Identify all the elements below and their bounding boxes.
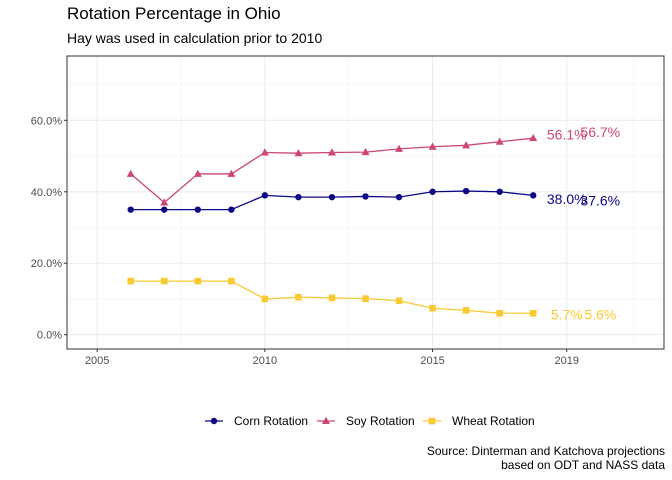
soy-point	[428, 142, 437, 150]
corn-point	[529, 192, 537, 199]
legend-key-marker-corn	[210, 417, 218, 425]
legend-item-soy: Soy Rotation	[317, 414, 415, 428]
legend-item-corn: Corn Rotation	[205, 414, 308, 428]
soy-point	[361, 147, 370, 156]
soy-end-label: 56.1%	[547, 126, 587, 142]
wheat-point	[328, 294, 336, 302]
wheat-point	[127, 277, 135, 285]
series-corn: 38.0%37.6%	[127, 187, 620, 213]
corn-point	[395, 193, 403, 201]
corn-point	[496, 188, 503, 195]
soy-point	[260, 148, 269, 156]
corn-point	[194, 206, 202, 213]
soy-point	[126, 169, 135, 177]
legend-label-corn: Corn Rotation	[234, 414, 308, 428]
x-tick-label: 2015	[420, 355, 444, 367]
soy-point	[160, 198, 169, 206]
corn-point	[462, 187, 470, 195]
corn-point	[362, 193, 369, 200]
corn-end-label: 37.6%	[580, 192, 620, 208]
wheat-point	[496, 309, 503, 317]
wheat-point	[362, 295, 369, 302]
legend-key-marker-soy	[322, 416, 330, 424]
y-tick-label: 40.0%	[31, 187, 62, 199]
wheat-point	[462, 307, 470, 314]
soy-point	[193, 169, 202, 177]
y-tick-label: 0.0%	[37, 330, 62, 342]
y-tick-label: 60.0%	[31, 115, 62, 127]
corn-point	[161, 206, 168, 213]
legend-item-wheat: Wheat Rotation	[423, 414, 535, 428]
wheat-point	[429, 304, 436, 312]
corn-line	[130, 190, 534, 211]
soy-end-label: 56.7%	[580, 124, 620, 140]
wheat-end-label: 5.7%	[551, 306, 583, 322]
wheat-point	[194, 277, 202, 285]
x-tick-label: 2019	[554, 355, 578, 367]
series-soy: 56.1%56.7%	[126, 124, 620, 206]
wheat-point	[228, 277, 235, 285]
soy-point	[227, 169, 236, 177]
wheat-point	[395, 297, 403, 305]
plot-panel-border	[66, 55, 665, 350]
caption-line-2: based on ODT and NASS data	[501, 458, 665, 472]
legend: Corn Rotation Soy Rotation Wheat Rotation	[205, 414, 535, 428]
chart-caption: Source: Dinterman and Katchova projectio…	[427, 444, 665, 472]
soy-point	[495, 137, 504, 145]
legend-label-soy: Soy Rotation	[346, 414, 415, 428]
wheat-point	[295, 293, 302, 301]
soy-point	[529, 133, 538, 142]
x-tick-label: 2010	[253, 355, 277, 367]
corn-point	[295, 193, 302, 201]
corn-point	[328, 193, 336, 201]
soy-point	[327, 148, 336, 156]
legend-label-wheat: Wheat Rotation	[452, 414, 535, 428]
corn-point	[429, 188, 436, 195]
corn-point	[127, 206, 134, 213]
y-tick-label: 20.0%	[31, 258, 62, 270]
wheat-point	[261, 295, 269, 303]
series-wheat: 5.7% 5.6%	[127, 277, 616, 323]
soy-line	[130, 137, 534, 204]
soy-point	[462, 141, 471, 149]
legend-key-marker-wheat	[428, 417, 436, 425]
x-tick-label: 2005	[85, 355, 109, 367]
chart-title: Rotation Percentage in Ohio	[67, 4, 281, 23]
wheat-point	[529, 309, 537, 317]
soy-point	[294, 148, 303, 157]
corn-point	[228, 206, 235, 213]
wheat-point	[160, 277, 168, 285]
chart-subtitle: Hay was used in calculation prior to 201…	[67, 30, 323, 46]
soy-point	[395, 144, 404, 152]
caption-line-1: Source: Dinterman and Katchova projectio…	[426, 444, 665, 458]
corn-point	[261, 192, 269, 199]
corn-end-label: 38.0%	[547, 191, 587, 207]
wheat-end-label: 5.6%	[584, 307, 616, 323]
